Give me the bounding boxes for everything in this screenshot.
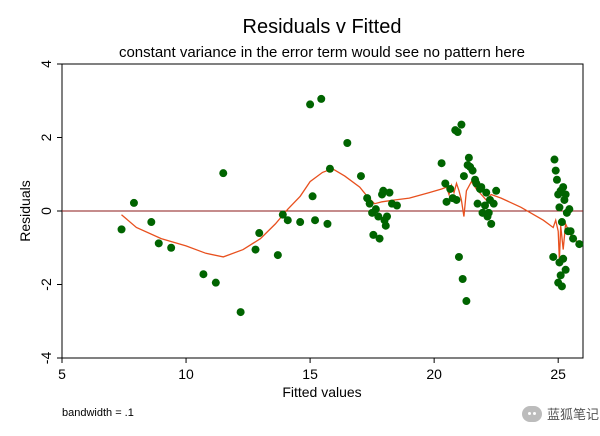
y-tick-label: -2 (38, 278, 54, 291)
data-point (458, 274, 467, 283)
data-point (311, 216, 320, 225)
data-point (477, 183, 486, 192)
y-tick-label: 0 (38, 207, 54, 215)
data-point (356, 172, 365, 181)
data-point (549, 252, 558, 261)
data-point (323, 219, 332, 228)
data-point (453, 127, 462, 136)
chart-subtitle: constant variance in the error term woul… (119, 44, 525, 61)
data-point (454, 252, 463, 261)
y-tick-label: 2 (38, 133, 54, 141)
data-point (325, 164, 334, 173)
data-point (437, 159, 446, 168)
data-point (550, 155, 559, 164)
watermark: 蓝狐笔记 (522, 404, 599, 423)
data-point (236, 308, 245, 317)
data-point (473, 199, 482, 208)
data-point (489, 199, 498, 208)
data-point (442, 197, 451, 206)
data-point (283, 216, 292, 225)
data-point (569, 234, 578, 243)
data-point (468, 166, 477, 175)
data-point (371, 205, 380, 214)
data-point (565, 205, 574, 214)
data-point (154, 239, 163, 248)
x-tick-label: 20 (426, 366, 442, 382)
bandwidth-note: bandwidth = .1 (62, 407, 134, 419)
x-tick-label: 10 (178, 366, 194, 382)
data-point (278, 210, 287, 219)
data-point (317, 94, 326, 103)
lowess-line (121, 167, 580, 261)
data-point (575, 240, 584, 249)
x-axis-label: Fitted values (282, 384, 361, 400)
data-point (296, 218, 305, 227)
data-point (167, 243, 176, 252)
data-point (559, 183, 568, 192)
data-point (484, 208, 493, 217)
y-axis-label: Residuals (17, 180, 33, 241)
data-point (552, 175, 561, 184)
data-point (441, 179, 450, 188)
data-point (551, 166, 560, 175)
data-point (556, 271, 565, 280)
y-tick-label: 4 (38, 60, 54, 68)
data-point (457, 120, 466, 129)
data-point (374, 212, 383, 221)
data-point (446, 184, 455, 193)
data-point (343, 139, 352, 148)
data-point (482, 188, 491, 197)
data-point (452, 195, 461, 204)
data-point (365, 199, 374, 208)
y-tick-label: -4 (38, 352, 54, 365)
x-tick-label: 5 (58, 366, 66, 382)
data-point (481, 201, 490, 210)
data-point (487, 219, 496, 228)
data-point (555, 203, 564, 212)
data-point (219, 169, 228, 178)
data-point (566, 227, 575, 236)
residual-points (117, 94, 584, 317)
data-point (557, 282, 566, 291)
data-point (308, 192, 317, 201)
data-point (379, 186, 388, 195)
data-point (369, 230, 378, 239)
data-point (383, 212, 392, 221)
data-point (306, 100, 315, 109)
x-axis: 5 10 15 20 25 (58, 358, 566, 382)
data-point (561, 265, 570, 274)
watermark-text: 蓝狐笔记 (547, 407, 600, 422)
data-point (492, 186, 501, 195)
data-point (385, 188, 394, 197)
data-point (381, 221, 390, 230)
chart-title: Residuals v Fitted (243, 16, 402, 38)
data-point (462, 297, 471, 306)
data-point (255, 229, 264, 238)
data-point (557, 218, 566, 227)
data-point (559, 254, 568, 263)
data-point (273, 251, 282, 260)
data-point (147, 218, 156, 227)
data-point (392, 201, 401, 210)
data-point (117, 225, 126, 234)
data-point (464, 153, 473, 162)
data-point (561, 190, 570, 199)
data-point (129, 198, 138, 207)
data-point (375, 234, 384, 243)
wechat-icon (522, 405, 542, 422)
x-tick-label: 25 (550, 366, 566, 382)
lowess-smoother (121, 167, 580, 261)
data-point (199, 270, 208, 279)
data-point (211, 278, 220, 287)
x-tick-label: 15 (302, 366, 318, 382)
data-point (251, 245, 260, 254)
data-point (459, 172, 468, 181)
y-axis: -4 -2 0 2 4 (38, 60, 62, 364)
